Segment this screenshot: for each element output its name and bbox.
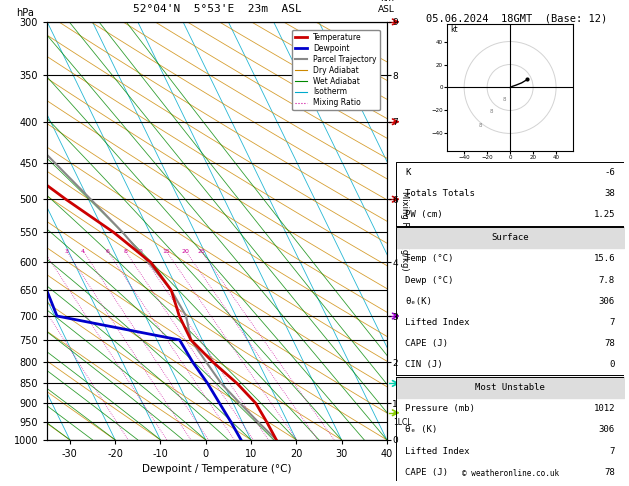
Text: 3: 3: [65, 249, 69, 254]
Text: Temp (°C): Temp (°C): [405, 254, 454, 263]
Text: Lifted Index: Lifted Index: [405, 318, 470, 327]
Text: 4: 4: [81, 249, 85, 254]
Text: -6: -6: [604, 168, 615, 177]
Legend: Temperature, Dewpoint, Parcel Trajectory, Dry Adiabat, Wet Adiabat, Isotherm, Mi: Temperature, Dewpoint, Parcel Trajectory…: [292, 30, 380, 110]
Text: 1LCL: 1LCL: [394, 417, 412, 427]
Text: 10: 10: [136, 249, 143, 254]
Text: CIN (J): CIN (J): [405, 360, 443, 369]
Text: 8: 8: [490, 109, 494, 114]
Text: © weatheronline.co.uk: © weatheronline.co.uk: [462, 469, 559, 478]
Y-axis label: Mixing Ratio (g/kg): Mixing Ratio (g/kg): [400, 191, 409, 271]
Text: 25: 25: [197, 249, 205, 254]
Text: Most Unstable: Most Unstable: [475, 383, 545, 392]
Text: 78: 78: [604, 468, 615, 477]
Text: Surface: Surface: [491, 233, 529, 242]
Text: 0: 0: [610, 360, 615, 369]
Text: θₑ (K): θₑ (K): [405, 425, 438, 434]
Text: 7.8: 7.8: [599, 276, 615, 285]
Text: 15.6: 15.6: [593, 254, 615, 263]
Text: 20: 20: [182, 249, 189, 254]
Text: hPa: hPa: [16, 8, 35, 17]
Text: 7: 7: [610, 447, 615, 455]
Text: CAPE (J): CAPE (J): [405, 339, 448, 348]
Text: θₑ(K): θₑ(K): [405, 297, 432, 306]
Text: km
ASL: km ASL: [379, 0, 395, 14]
Text: 52°04'N  5°53'E  23m  ASL: 52°04'N 5°53'E 23m ASL: [133, 3, 301, 14]
Text: 306: 306: [599, 297, 615, 306]
Text: 15: 15: [162, 249, 170, 254]
Text: kt: kt: [450, 25, 458, 35]
Text: 1012: 1012: [593, 404, 615, 413]
X-axis label: Dewpoint / Temperature (°C): Dewpoint / Temperature (°C): [142, 465, 292, 474]
Text: K: K: [405, 168, 411, 177]
Text: 1.25: 1.25: [593, 210, 615, 220]
Text: 38: 38: [604, 189, 615, 198]
Text: 8: 8: [503, 97, 506, 102]
Text: Dewp (°C): Dewp (°C): [405, 276, 454, 285]
Text: 6: 6: [106, 249, 109, 254]
Text: 7: 7: [610, 318, 615, 327]
Text: 78: 78: [604, 339, 615, 348]
Text: 8: 8: [123, 249, 127, 254]
Text: 8: 8: [479, 122, 482, 127]
Text: PW (cm): PW (cm): [405, 210, 443, 220]
Text: Totals Totals: Totals Totals: [405, 189, 476, 198]
Text: 05.06.2024  18GMT  (Base: 12): 05.06.2024 18GMT (Base: 12): [426, 14, 608, 24]
Text: Lifted Index: Lifted Index: [405, 447, 470, 455]
Text: 306: 306: [599, 425, 615, 434]
Text: Pressure (mb): Pressure (mb): [405, 404, 476, 413]
Text: CAPE (J): CAPE (J): [405, 468, 448, 477]
